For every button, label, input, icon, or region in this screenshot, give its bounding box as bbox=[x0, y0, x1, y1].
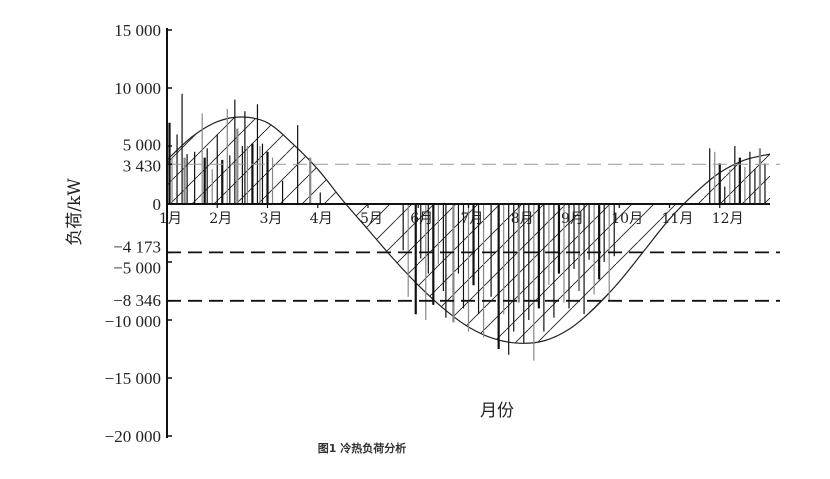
y-tick-label: −15 000 bbox=[105, 369, 161, 388]
x-axis-label: 月份 bbox=[480, 401, 514, 421]
x-tick-label: 1月 bbox=[159, 211, 182, 227]
x-tick-label: 10月 bbox=[611, 211, 643, 227]
y-tick-label: 10 000 bbox=[114, 79, 161, 98]
x-tick-label: 2月 bbox=[209, 211, 232, 227]
y-tick-label: 3 430 bbox=[123, 157, 161, 176]
x-tick-label: 9月 bbox=[561, 211, 584, 227]
y-tick-label: −4 173 bbox=[113, 238, 161, 257]
x-tick-label: 11月 bbox=[662, 211, 694, 227]
x-tick-label: 3月 bbox=[260, 211, 283, 227]
x-tick-label: 5月 bbox=[360, 211, 383, 227]
x-tick-label: 8月 bbox=[511, 211, 534, 227]
y-axis-label: 负荷/kW bbox=[65, 178, 85, 246]
x-tick-label: 7月 bbox=[461, 211, 484, 227]
y-tick-label: −20 000 bbox=[105, 427, 161, 446]
y-tick-label: −8 346 bbox=[113, 291, 161, 310]
y-tick-label: −10 000 bbox=[105, 312, 161, 331]
y-tick-label: 0 bbox=[153, 195, 162, 214]
y-tick-label: −5 000 bbox=[113, 259, 161, 278]
y-tick-label: 15 000 bbox=[114, 21, 161, 40]
x-tick-label: 12月 bbox=[712, 211, 744, 227]
y-tick-label: 5 000 bbox=[123, 136, 161, 155]
figure-caption: 图1 冷热负荷分析 bbox=[318, 441, 406, 455]
x-tick-label: 4月 bbox=[310, 211, 333, 227]
x-tick-label: 6月 bbox=[410, 211, 433, 227]
